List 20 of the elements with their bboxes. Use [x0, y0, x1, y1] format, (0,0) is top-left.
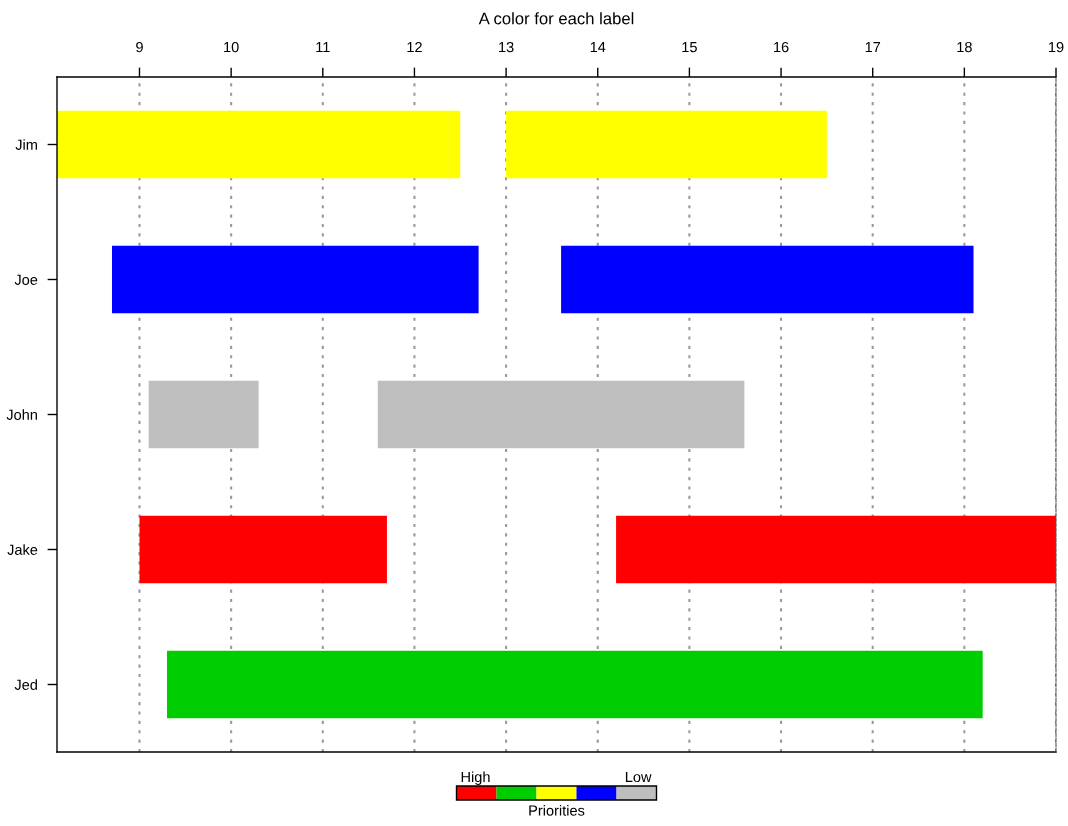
x-tick-label: 12 [407, 41, 422, 53]
x-tick-label: 15 [682, 42, 697, 53]
x-tick-label: 13 [499, 41, 514, 53]
y-tick-label: John [6, 409, 37, 420]
x-tick-label: 14 [590, 42, 606, 53]
x-tick-label: 10 [224, 41, 239, 53]
text: Low [625, 771, 652, 783]
text: High [461, 771, 490, 785]
y-tick-label: Joe [14, 274, 38, 285]
x-tick-label: 11 [316, 42, 330, 53]
chart-title: A color for each label [478, 12, 634, 25]
y-tick-label: Jake [7, 544, 38, 555]
y-tick-label: Jed [14, 679, 37, 690]
x-tick-label: 16 [774, 41, 789, 53]
x-tick-label: 17 [865, 42, 881, 53]
x-tick-label: 18 [957, 41, 972, 53]
y-tick-label: Jim [15, 139, 37, 150]
x-tick-label: 19 [1049, 41, 1064, 53]
text: Priorities [529, 805, 585, 816]
x-tick-label: 9 [136, 41, 143, 53]
